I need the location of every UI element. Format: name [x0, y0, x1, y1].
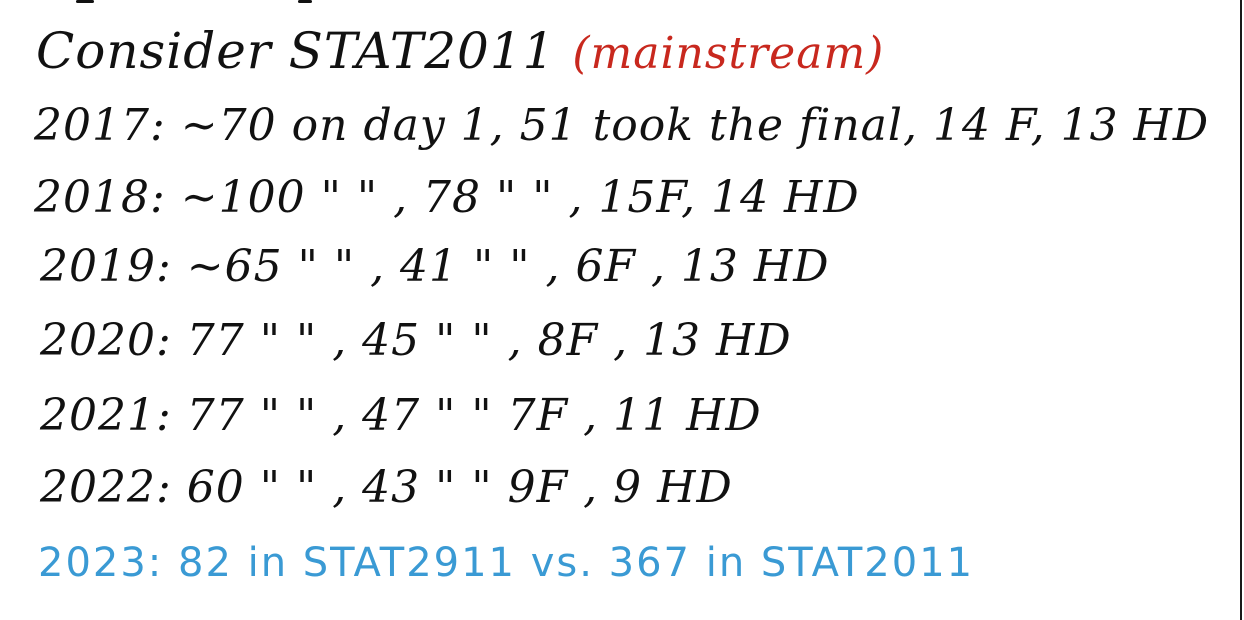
- cropped-stroke: [298, 0, 312, 3]
- heading-text: Consider STAT2011: [36, 22, 556, 80]
- note-heading: Consider STAT2011 (mainstream): [36, 22, 884, 80]
- page-edge-rule: [1240, 0, 1242, 620]
- cropped-stroke: [76, 0, 94, 3]
- note-row-2021: 2021: 77 " " , 47 " " 7F , 11 HD: [40, 390, 762, 441]
- heading-tag: (mainstream): [572, 28, 885, 79]
- note-row-2017: 2017: ~70 on day 1, 51 took the final, 1…: [34, 100, 1210, 151]
- note-row-2022: 2022: 60 " " , 43 " " 9F , 9 HD: [40, 462, 733, 513]
- note-row-2018: 2018: ~100 " " , 78 " " , 15F, 14 HD: [34, 172, 860, 223]
- note-footer-2023: 2023: 82 in STAT2911 vs. 367 in STAT2011: [38, 540, 975, 586]
- note-row-2020: 2020: 77 " " , 45 " " , 8F , 13 HD: [40, 315, 792, 366]
- note-row-2019: 2019: ~65 " " , 41 " " , 6F , 13 HD: [40, 241, 830, 292]
